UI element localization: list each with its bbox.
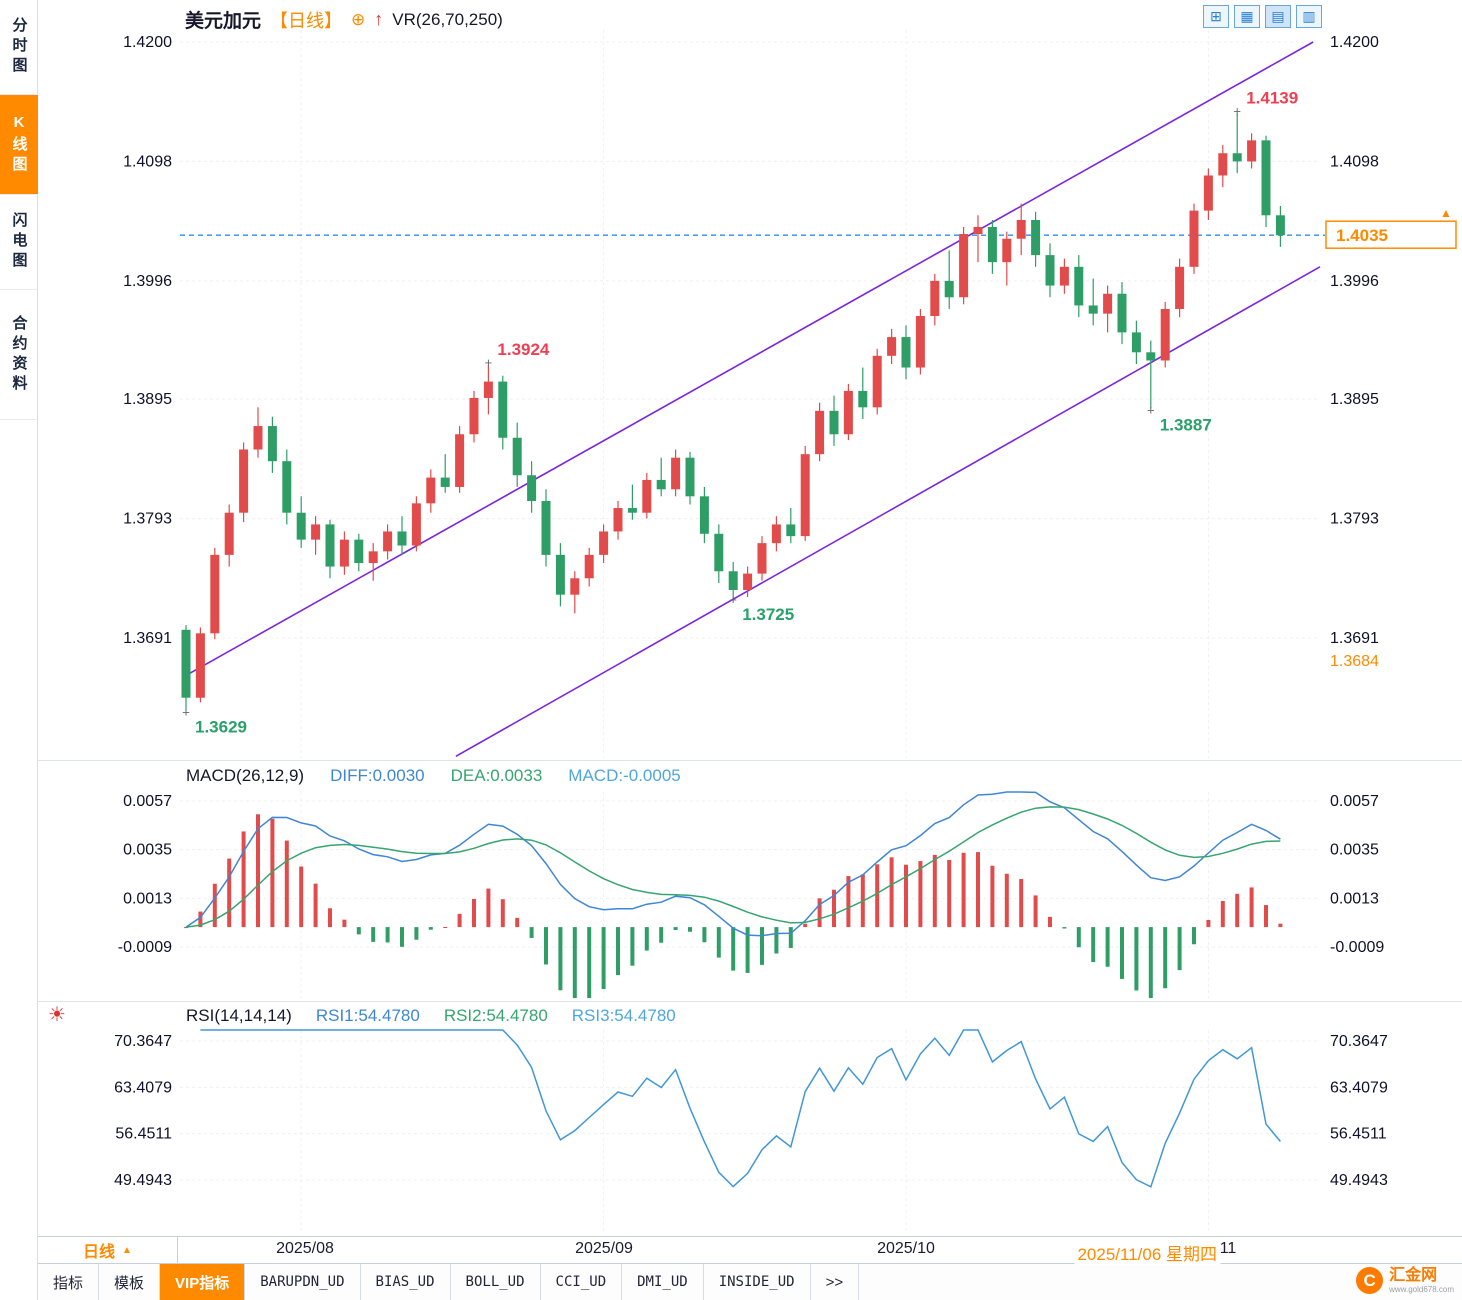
svg-text:56.4511: 56.4511 <box>115 1126 172 1143</box>
macd-dea-value: DEA:0.0033 <box>450 766 543 785</box>
tab-barupdn[interactable]: BARUPDN_UD <box>245 1264 361 1300</box>
svg-text:0.0035: 0.0035 <box>1330 842 1379 859</box>
sidebar-item-time-chart[interactable]: 分时图 <box>0 0 38 95</box>
sidebar-filler <box>0 420 37 1300</box>
svg-text:1.4035: 1.4035 <box>1336 226 1388 245</box>
sidebar-item-contract-info[interactable]: 合约资料 <box>0 290 38 420</box>
macd-diff-value: DIFF:0.0030 <box>330 766 425 785</box>
layout-columns-icon[interactable]: ▥ <box>1296 5 1322 28</box>
axis-label-oct: 2025/10 <box>877 1240 935 1257</box>
svg-text:1.3684: 1.3684 <box>1330 653 1379 670</box>
axis-label-sep: 2025/09 <box>575 1240 633 1257</box>
triangle-up-icon: ▲ <box>122 1244 132 1256</box>
indicator-settings-icon[interactable]: ☀ <box>48 1004 66 1026</box>
svg-text:0.0057: 0.0057 <box>1330 793 1379 810</box>
svg-text:1.3793: 1.3793 <box>1330 511 1379 528</box>
svg-text:70.3647: 70.3647 <box>1330 1033 1388 1050</box>
svg-text:1.3895: 1.3895 <box>123 391 172 408</box>
svg-text:0.0013: 0.0013 <box>123 890 172 907</box>
axis-label-aug: 2025/08 <box>276 1240 334 1257</box>
tab-indicators[interactable]: 指标 <box>38 1264 100 1300</box>
layout-grid-icon[interactable]: ⊞ <box>1203 5 1229 28</box>
indicator-tabbar: 指标 模板 VIP指标 BARUPDN_UD BIAS_UD BOLL_UD C… <box>38 1264 1462 1300</box>
svg-text:63.4079: 63.4079 <box>1330 1079 1388 1096</box>
svg-text:+: + <box>729 592 737 607</box>
svg-text:1.3924: 1.3924 <box>497 340 550 359</box>
more-tabs-button[interactable]: >> <box>811 1264 860 1300</box>
svg-text:1.4200: 1.4200 <box>1330 34 1379 51</box>
left-sidebar: 分时图 K线图 闪电图 合约资料 <box>0 0 38 1300</box>
svg-text:1.3895: 1.3895 <box>1330 391 1379 408</box>
svg-text:-0.0009: -0.0009 <box>1330 939 1384 956</box>
up-arrow-icon: ↑ <box>374 9 384 29</box>
tab-boll[interactable]: BOLL_UD <box>451 1264 541 1300</box>
tab-inside[interactable]: INSIDE_UD <box>704 1264 811 1300</box>
svg-text:1.3887: 1.3887 <box>1160 415 1212 434</box>
svg-text:1.4200: 1.4200 <box>123 34 172 51</box>
chart-canvas[interactable]: 1.4200 1.4200 1.4098 1.4098 1.3996 1.3996 1.38… <box>38 0 1462 1236</box>
tab-bias[interactable]: BIAS_UD <box>361 1264 451 1300</box>
chart-area: 1.4200 1.4200 1.4098 1.4098 1.3996 1.3996 1.38… <box>38 0 1462 1236</box>
time-axis-labels: 2025/08 2025/09 2025/10 2025/11 2025/11/… <box>178 1237 1462 1265</box>
svg-text:1.4098: 1.4098 <box>1330 153 1379 170</box>
tab-dmi[interactable]: DMI_UD <box>622 1264 704 1300</box>
svg-text:0.0057: 0.0057 <box>123 793 172 810</box>
time-axis: 日线 ▲ 2025/08 2025/09 2025/10 2025/11 202… <box>38 1236 1462 1265</box>
period-label[interactable]: 【日线】 <box>270 10 343 31</box>
tab-templates[interactable]: 模板 <box>99 1264 161 1300</box>
vr-indicator-label[interactable]: VR(26,70,250) <box>392 9 503 29</box>
svg-text:49.4943: 49.4943 <box>114 1172 172 1189</box>
svg-text:1.4139: 1.4139 <box>1246 88 1298 107</box>
svg-text:1.3793: 1.3793 <box>123 511 172 528</box>
period-selector[interactable]: 日线 ▲ <box>38 1237 178 1263</box>
svg-text:63.4079: 63.4079 <box>114 1079 172 1096</box>
svg-text:70.3647: 70.3647 <box>114 1033 172 1050</box>
crosshair-date-label: 2025/11/06 星期四 <box>1074 1240 1220 1265</box>
period-selector-label: 日线 <box>83 1244 116 1261</box>
macd-header: MACD(26,12,9) DIFF:0.0030 DEA:0.0033 MAC… <box>186 766 681 786</box>
rsi-title[interactable]: RSI(14,14,14) <box>186 1006 292 1025</box>
layout-multi-pane-icon[interactable]: ▦ <box>1234 5 1260 28</box>
circle-plus-icon[interactable]: ⊕ <box>351 9 366 29</box>
rsi2-value: RSI2:54.4780 <box>443 1006 548 1025</box>
svg-text:+: + <box>1233 103 1241 118</box>
logo-icon: C <box>1356 1267 1384 1294</box>
rsi3-value: RSI3:54.4780 <box>571 1006 676 1025</box>
site-logo[interactable]: C 汇金网 www.gold678.com <box>1356 1267 1454 1294</box>
rsi1-value: RSI1:54.4780 <box>315 1006 420 1025</box>
logo-name: 汇金网 <box>1389 1267 1438 1285</box>
layout-icon-group: ⊞ ▦ ▤ ▥ <box>1203 5 1322 28</box>
chart-main: 1.4200 1.4200 1.4098 1.4098 1.3996 1.3996 1.38… <box>38 0 1462 1300</box>
tab-vip-indicators[interactable]: VIP指标 <box>160 1264 246 1300</box>
svg-text:1.3725: 1.3725 <box>742 605 794 624</box>
svg-text:1.3691: 1.3691 <box>123 630 172 647</box>
svg-text:1.3629: 1.3629 <box>195 718 247 737</box>
svg-text:56.4511: 56.4511 <box>1330 1126 1387 1143</box>
rsi-header: RSI(14,14,14) RSI1:54.4780 RSI2:54.4780 … <box>186 1006 676 1026</box>
logo-texts: 汇金网 www.gold678.com <box>1389 1267 1454 1294</box>
svg-text:-0.0009: -0.0009 <box>118 939 172 956</box>
sidebar-item-lightning-chart[interactable]: 闪电图 <box>0 195 38 290</box>
svg-text:0.0035: 0.0035 <box>123 842 172 859</box>
chart-header: 美元加元 【日线】 ⊕ ↑ VR(26,70,250) <box>185 6 503 33</box>
svg-text:▲: ▲ <box>1440 206 1452 220</box>
svg-text:1.3691: 1.3691 <box>1330 630 1379 647</box>
svg-text:1.4098: 1.4098 <box>123 153 172 170</box>
sidebar-item-kline-chart[interactable]: K线图 <box>0 95 38 195</box>
tab-cci[interactable]: CCI_UD <box>541 1264 623 1300</box>
svg-text:1.3996: 1.3996 <box>1330 273 1379 290</box>
svg-text:+: + <box>485 355 493 370</box>
svg-text:+: + <box>1147 402 1155 417</box>
macd-macd-value: MACD:-0.0005 <box>568 766 681 785</box>
svg-text:49.4943: 49.4943 <box>1330 1172 1388 1189</box>
layout-chart-pane-icon[interactable]: ▤ <box>1265 5 1291 28</box>
macd-title[interactable]: MACD(26,12,9) <box>186 766 305 785</box>
svg-text:1.3996: 1.3996 <box>123 273 172 290</box>
svg-text:0.0013: 0.0013 <box>1330 890 1379 907</box>
svg-text:+: + <box>182 705 190 720</box>
logo-subtext: www.gold678.com <box>1389 1284 1454 1294</box>
symbol-name: 美元加元 <box>185 11 262 32</box>
